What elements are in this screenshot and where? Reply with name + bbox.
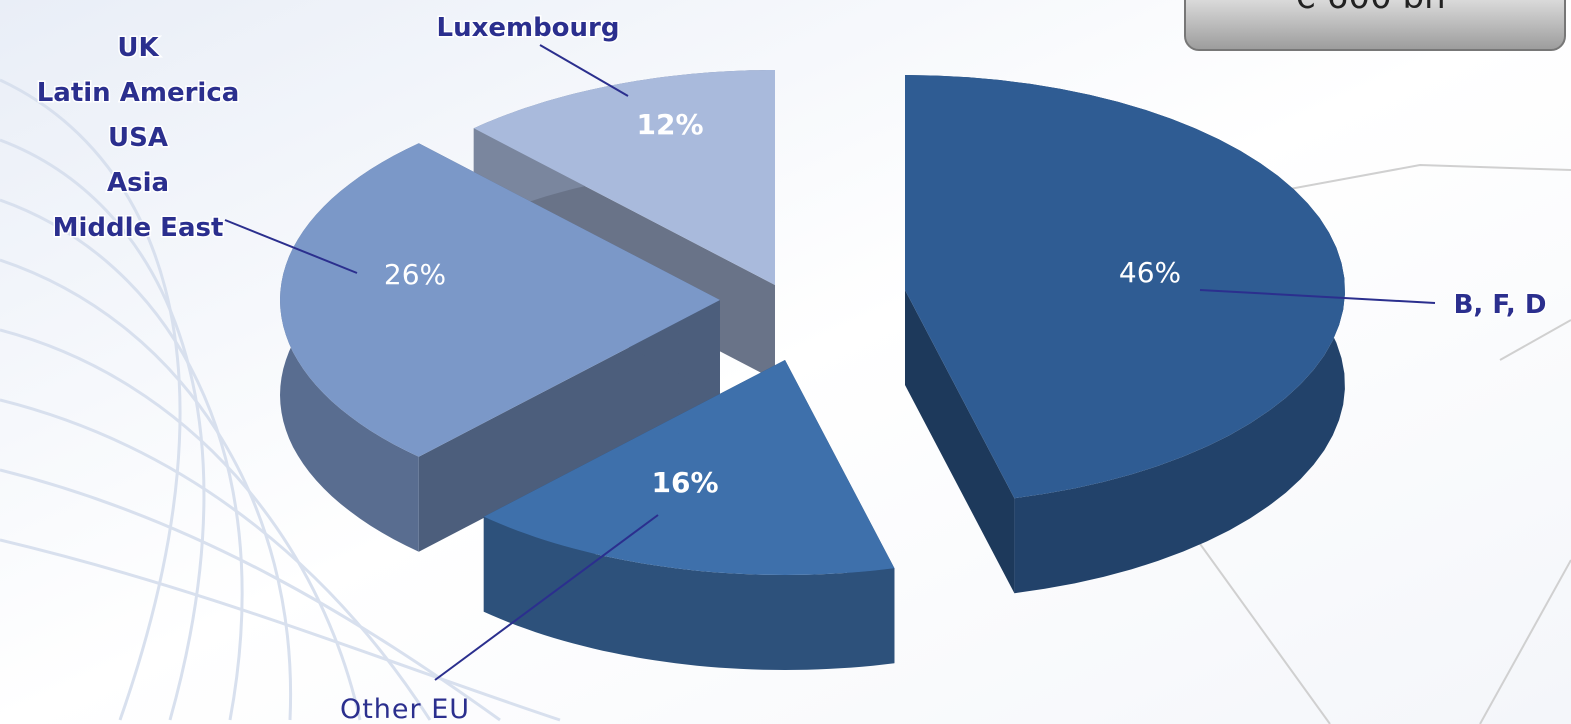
- category-label: Other EU: [340, 694, 470, 724]
- category-label: UK: [117, 33, 159, 63]
- total-box: [1184, 0, 1566, 51]
- slice-side-wall: [418, 300, 720, 552]
- leader-line: [224, 219, 358, 274]
- category-label: Latin America: [37, 78, 240, 108]
- slice: [280, 143, 720, 552]
- value-label: 46%: [1119, 256, 1181, 289]
- background-outline: [1189, 163, 1571, 724]
- leader-line: [434, 514, 659, 681]
- value-label: 12%: [636, 108, 703, 141]
- category-label: Middle East: [53, 213, 224, 243]
- slice: [905, 75, 1345, 594]
- slice: [483, 360, 895, 670]
- category-label: USA: [108, 123, 168, 153]
- background-swooshes: [0, 78, 561, 722]
- slice: [473, 70, 775, 285]
- category-label: Asia: [107, 168, 169, 198]
- leader-line: [539, 44, 629, 97]
- leader-line: [1199, 289, 1436, 304]
- slice: [905, 75, 1345, 499]
- category-label: B, F, D: [1454, 290, 1547, 320]
- slice-side-wall: [905, 290, 1015, 594]
- total-label: € 600 bn: [1294, 0, 1445, 17]
- slice-outer-wall: [483, 516, 895, 670]
- category-label: Luxembourg: [437, 13, 620, 43]
- slice: [280, 143, 720, 457]
- value-label: 26%: [384, 258, 446, 291]
- slice: [483, 360, 895, 575]
- value-label: 16%: [651, 466, 718, 499]
